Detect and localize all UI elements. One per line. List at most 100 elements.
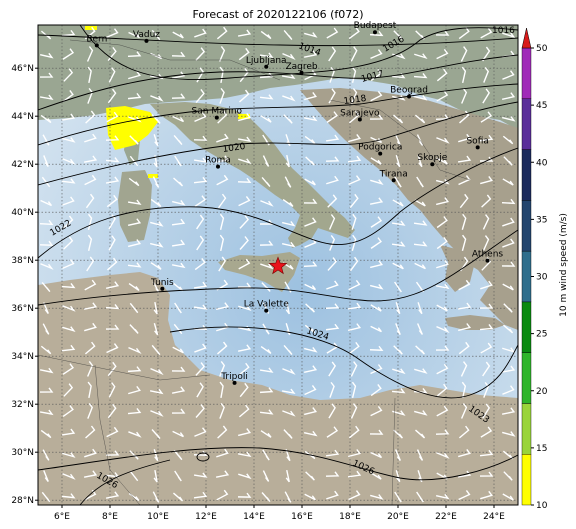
wind-barb — [282, 53, 296, 60]
wind-barb — [284, 281, 292, 293]
city-dot — [485, 258, 490, 263]
wind-barb — [281, 241, 296, 248]
wind-barb — [106, 343, 119, 354]
wind-barb — [173, 323, 183, 335]
wind-barb — [414, 95, 428, 101]
wind-barb — [127, 218, 142, 226]
city-label: Podgorica — [358, 143, 402, 153]
wind-barb — [461, 88, 468, 104]
wind-barb — [193, 472, 208, 478]
lon-tick-label: 18°E — [339, 512, 361, 522]
wind-barb — [304, 493, 316, 501]
lat-tick-label: 30°N — [11, 448, 34, 458]
lon-tick-label: 6°E — [54, 512, 70, 522]
wind-barb — [128, 283, 140, 291]
wind-barb — [436, 236, 448, 250]
wind-barb — [260, 345, 272, 355]
wind-barb — [259, 240, 274, 246]
wind-barb — [86, 46, 94, 62]
wind-barb — [304, 92, 317, 101]
lat-tick-label: 40°N — [11, 208, 34, 218]
wind-barb — [218, 256, 227, 272]
wind-barb — [153, 469, 158, 483]
wind-barb — [483, 382, 490, 398]
wind-barb — [194, 427, 207, 437]
wind-barb — [151, 429, 161, 439]
wind-barb — [479, 471, 494, 477]
wind-barb — [370, 179, 384, 185]
city-dot — [391, 178, 396, 183]
wind-barb — [194, 112, 207, 123]
wind-barb — [395, 470, 401, 483]
wind-barb — [303, 50, 318, 58]
wind-barb — [304, 178, 316, 186]
wind-barb — [194, 343, 207, 353]
wind-barb — [417, 470, 423, 483]
lon-tick-label: 10°E — [147, 512, 169, 522]
wind-barb — [174, 302, 182, 314]
wind-barb — [196, 67, 204, 83]
wind-barb — [108, 214, 116, 230]
wind-barb — [262, 134, 270, 146]
wind-barb — [153, 134, 159, 147]
wind-barb — [261, 176, 271, 188]
wind-barb — [153, 301, 158, 315]
wind-barb — [127, 366, 142, 373]
wind-barb — [369, 197, 384, 205]
wind-barb — [239, 215, 249, 229]
colorbar-segment — [521, 200, 532, 252]
city-dot — [357, 117, 362, 122]
wind-barb — [351, 381, 357, 398]
wind-barb — [41, 491, 51, 503]
wind-barb — [394, 134, 402, 146]
lon-tick-label: 14°E — [243, 512, 265, 522]
wind-barb — [87, 66, 92, 84]
wind-barb — [85, 110, 96, 124]
wind-barb — [370, 284, 384, 290]
wind-barb — [370, 49, 383, 60]
wind-barb — [219, 234, 225, 252]
wind-barb — [39, 94, 54, 100]
wind-barb — [392, 53, 406, 60]
wind-barb — [285, 449, 291, 462]
wind-barb — [325, 449, 340, 457]
wind-barb — [502, 178, 514, 186]
wind-barb — [62, 473, 76, 480]
wind-barb — [328, 403, 336, 419]
wind-barb — [436, 68, 448, 82]
wind-barb — [282, 410, 296, 417]
city-dot — [264, 308, 269, 313]
wind-barb — [305, 156, 315, 166]
wind-barb — [237, 177, 252, 183]
wind-barb — [414, 199, 426, 207]
wind-barb — [461, 381, 467, 399]
wind-barb — [303, 115, 318, 122]
wind-barb — [237, 29, 252, 37]
isobar-label: 1020 — [222, 142, 246, 155]
border-line — [329, 99, 471, 181]
wind-barb — [216, 26, 228, 40]
colorbar-extend-arrow — [521, 27, 532, 49]
figure-title: Forecast of 2020122106 (f072) — [192, 8, 363, 21]
land-italy — [150, 102, 355, 248]
wind-barb — [351, 66, 357, 83]
wind-barb — [415, 30, 425, 40]
wind-barb — [282, 95, 296, 102]
wind-barb — [414, 114, 426, 124]
wind-barb — [219, 381, 224, 399]
wind-barb — [479, 324, 494, 331]
wind-barb — [40, 199, 52, 207]
wind-barb — [39, 52, 54, 59]
wind-barb — [196, 382, 204, 398]
wind-barb — [436, 137, 450, 144]
wind-barb — [259, 367, 274, 373]
wind-barb — [502, 347, 516, 354]
wind-barb — [127, 408, 142, 415]
wind-barb — [105, 324, 120, 330]
wind-barb — [150, 242, 164, 248]
wind-barb — [416, 449, 424, 461]
wind-barb — [83, 302, 98, 310]
wind-barb — [370, 304, 382, 312]
lat-tick-label: 32°N — [11, 400, 34, 410]
